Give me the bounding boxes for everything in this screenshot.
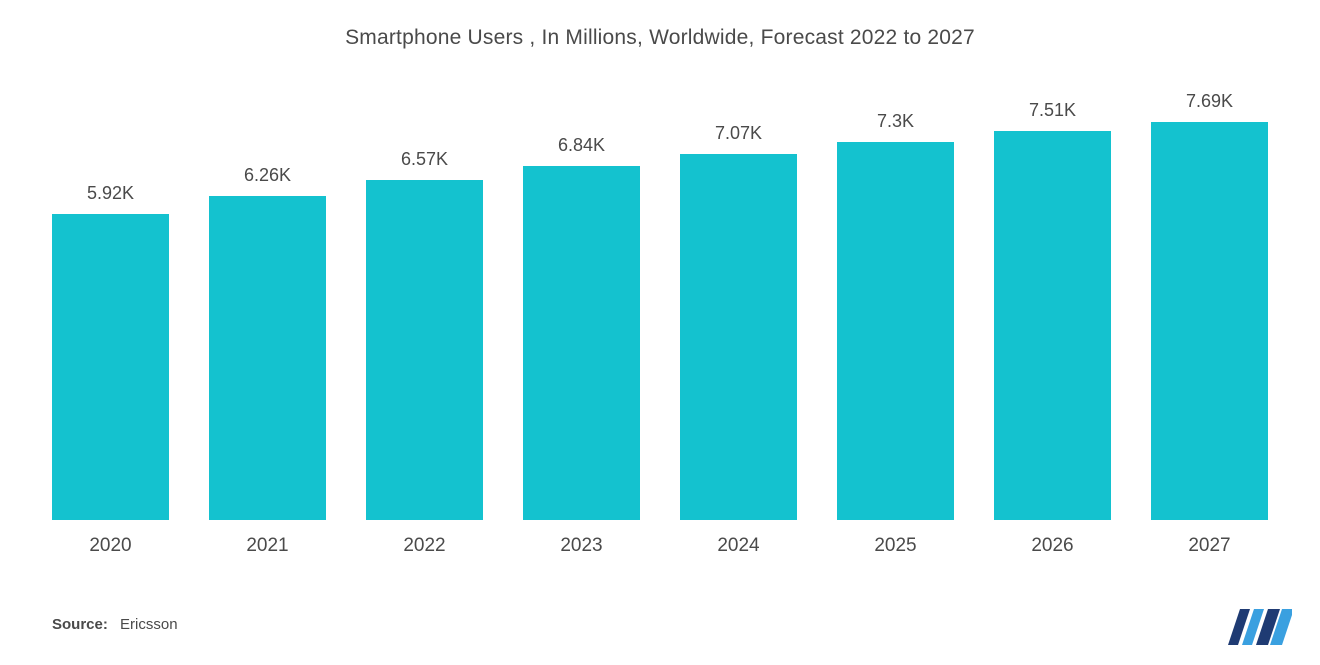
bar-value-label: 6.57K: [401, 149, 448, 170]
bar: [1151, 122, 1267, 520]
bar-group: 7.3K: [817, 111, 974, 520]
x-axis-label: 2025: [817, 535, 974, 557]
x-axis-label: 2027: [1131, 535, 1288, 557]
bar-value-label: 5.92K: [87, 183, 134, 204]
bar-group: 6.84K: [503, 135, 660, 520]
x-axis-label: 2026: [974, 535, 1131, 557]
source-label: Source:: [52, 616, 108, 633]
bar-group: 7.69K: [1131, 91, 1288, 520]
source-line: Source: Ericsson: [52, 616, 178, 633]
bar-value-label: 7.69K: [1186, 91, 1233, 112]
bar-group: 7.51K: [974, 100, 1131, 520]
x-axis-labels: 20202021202220232024202520262027: [32, 535, 1288, 557]
source-value: Ericsson: [120, 616, 178, 633]
bar-value-label: 7.07K: [715, 123, 762, 144]
bar-value-label: 6.84K: [558, 135, 605, 156]
x-axis-label: 2023: [503, 535, 660, 557]
bar-group: 5.92K: [32, 183, 189, 520]
bar-group: 6.26K: [189, 165, 346, 520]
bar-value-label: 7.3K: [877, 111, 914, 132]
bar: [837, 142, 953, 520]
bar: [680, 154, 796, 520]
x-axis-label: 2020: [32, 535, 189, 557]
bar: [523, 166, 639, 520]
chart-container: Smartphone Users , In Millions, Worldwid…: [0, 0, 1320, 665]
bar-group: 6.57K: [346, 149, 503, 520]
mordor-logo-icon: [1228, 603, 1292, 645]
bar-group: 7.07K: [660, 123, 817, 520]
bars-row: 5.92K 6.26K 6.57K 6.84K 7.07K 7.3K 7.51K 7.69K: [32, 80, 1288, 520]
x-axis-label: 2022: [346, 535, 503, 557]
bar-value-label: 7.51K: [1029, 100, 1076, 121]
x-axis-label: 2021: [189, 535, 346, 557]
x-axis-label: 2024: [660, 535, 817, 557]
plot-area: 5.92K 6.26K 6.57K 6.84K 7.07K 7.3K 7.51K 7.69K: [32, 80, 1288, 520]
bar-value-label: 6.26K: [244, 165, 291, 186]
chart-title: Smartphone Users , In Millions, Worldwid…: [0, 0, 1320, 50]
bar: [52, 214, 168, 520]
bar: [209, 196, 325, 520]
bar: [366, 180, 482, 520]
bar: [994, 131, 1110, 520]
